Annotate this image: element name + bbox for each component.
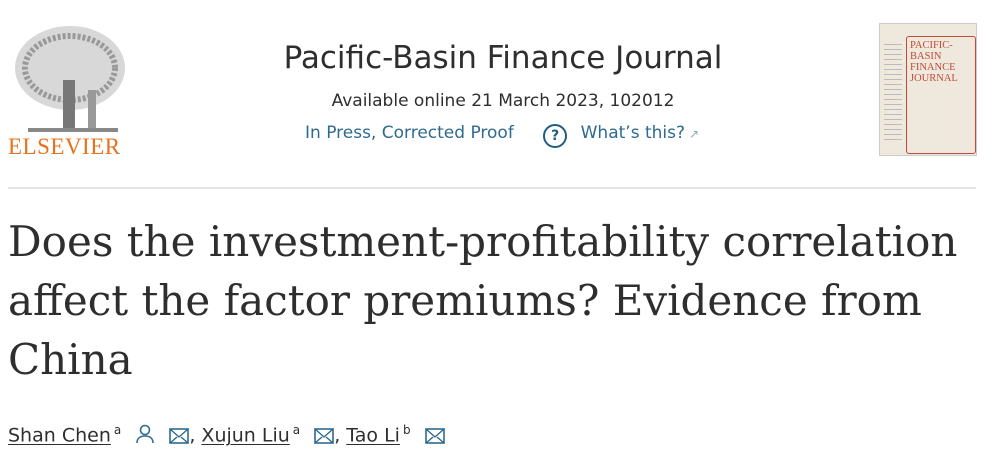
article-title: Does the investment-profitability correl…: [8, 217, 958, 384]
cover-contents: [884, 44, 902, 144]
email-icon[interactable]: [424, 428, 445, 445]
author-link[interactable]: Shan Chen: [8, 424, 111, 447]
author-list: Shan Chen a , Xujun Liu a , Tao Li b: [8, 423, 445, 446]
elsevier-tree-logo: [15, 26, 125, 132]
external-link-icon: ↗: [689, 127, 700, 141]
status-line: In Press, Corrected Proof ? What’s this?…: [305, 123, 699, 148]
status-text: In Press, Corrected Proof: [305, 123, 514, 143]
author-link[interactable]: Tao Li: [346, 424, 400, 447]
email-icon[interactable]: [314, 428, 335, 445]
availability-date: Available online 21 March 2023, 102012: [331, 91, 675, 111]
author-link[interactable]: Xujun Liu: [201, 424, 290, 447]
divider: [8, 187, 976, 189]
journal-title[interactable]: Pacific-Basin Finance Journal: [283, 40, 723, 76]
whats-this-link[interactable]: What’s this?: [580, 123, 685, 143]
journal-cover[interactable]: PACIFIC- BASIN FINANCE JOURNAL: [879, 23, 977, 156]
separator: ,: [334, 424, 341, 447]
elsevier-wordmark: ELSEVIER: [8, 134, 121, 159]
affiliation-marker[interactable]: a: [113, 423, 122, 437]
email-icon[interactable]: [169, 428, 190, 445]
affiliation-marker[interactable]: b: [402, 423, 411, 437]
person-icon[interactable]: [135, 424, 155, 444]
cover-title: PACIFIC- BASIN FINANCE JOURNAL: [906, 36, 976, 154]
question-icon[interactable]: ?: [543, 124, 568, 148]
separator: ,: [189, 424, 196, 447]
affiliation-marker[interactable]: a: [292, 423, 301, 437]
